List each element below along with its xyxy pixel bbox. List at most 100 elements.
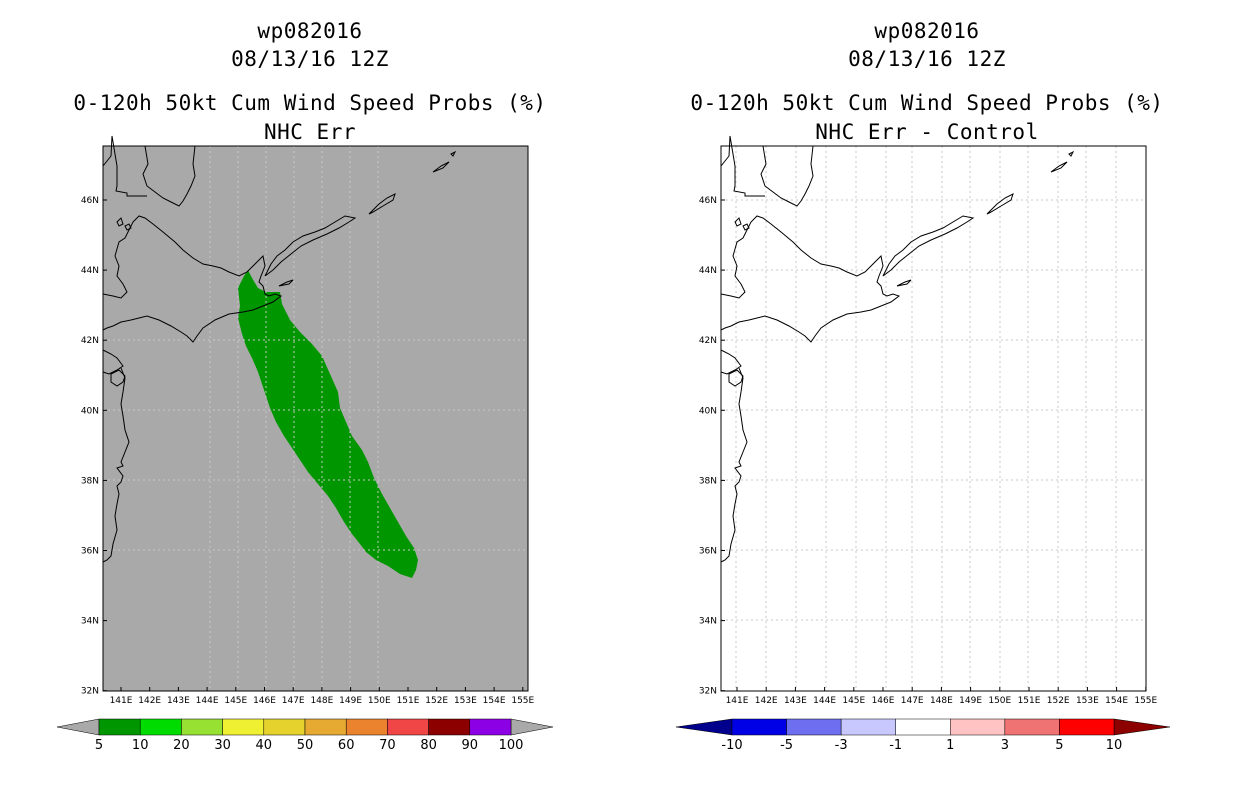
right-lon-label: 146E (872, 696, 895, 706)
left-lat-label: 34N (81, 617, 99, 627)
right-lat-label: 38N (699, 476, 717, 486)
left-lat-label: 46N (81, 196, 99, 206)
left-colorbar-high-end (510, 718, 554, 736)
left-map: 46N 44N 42N 40N 38N 36N 34N 32N 141E 142E 143E 144… (81, 135, 535, 706)
right-colorbar-swatch (1059, 718, 1115, 736)
right-lon-label: 147E (901, 696, 924, 706)
left-lon-label: 141E (110, 696, 133, 706)
right-colorbar-high-end (1113, 718, 1171, 736)
right-lon-label: 142E (755, 696, 778, 706)
left-lon-label: 155E (511, 696, 534, 706)
right-map-frame (720, 145, 1147, 692)
left-lon-label: 142E (138, 696, 161, 706)
right-lat-label: 44N (699, 266, 717, 276)
right-lon-labels: 141E 142E 143E 144E 145E 146E 147E 148E 149E 150E… (726, 687, 1158, 706)
right-lat-label: 40N (699, 406, 717, 416)
right-colorbar-label: 3 (1001, 738, 1009, 753)
right-colorbar-label: -10 (721, 738, 742, 753)
right-colorbar-label: 1 (946, 738, 954, 753)
left-colorbar-swatch (469, 718, 512, 736)
left-lat-label: 36N (81, 547, 99, 557)
left-colorbar-label: 80 (420, 738, 437, 753)
left-colorbar-swatch (345, 718, 388, 736)
right-map: 46N 44N 42N 40N 38N 36N 34N 32N 141E 142E 143E 144… (699, 135, 1158, 706)
left-lon-label: 146E (253, 696, 276, 706)
right-colorbar-label: 5 (1055, 738, 1063, 753)
right-lat-label: 34N (699, 617, 717, 627)
left-lat-label: 38N (81, 476, 99, 486)
right-lat-labels: 46N 44N 42N 40N 38N 36N 34N 32N (699, 196, 725, 697)
left-lon-label: 154E (483, 696, 506, 706)
left-colorbar-label: 100 (499, 738, 524, 753)
right-map-background (721, 146, 1146, 691)
right-title-datetime: 08/13/16 12Z (848, 47, 1006, 71)
right-lon-label: 154E (1105, 696, 1128, 706)
left-colorbar-label: 5 (95, 738, 103, 753)
left-lon-label: 149E (339, 696, 362, 706)
left-lat-label: 40N (81, 406, 99, 416)
left-lat-label: 44N (81, 266, 99, 276)
left-colorbar: 5 10 20 30 40 50 60 70 80 90 100 (56, 718, 554, 753)
left-lon-label: 144E (196, 696, 219, 706)
right-title-storm-id: wp082016 (874, 19, 980, 43)
left-colorbar-swatch (263, 718, 306, 736)
right-lat-label: 42N (699, 336, 717, 346)
right-colorbar-label: -5 (780, 738, 793, 753)
right-title-subtitle: NHC Err - Control (815, 120, 1039, 144)
right-colorbar-swatch (1004, 718, 1060, 736)
right-lon-label: 149E (959, 696, 982, 706)
left-colorbar-swatch (222, 718, 265, 736)
right-colorbar-swatch (950, 718, 1006, 736)
left-colorbar-swatch (387, 718, 429, 736)
left-title-datetime: 08/13/16 12Z (231, 47, 389, 71)
right-colorbar-label: -1 (889, 738, 902, 753)
right-colorbar-label: -3 (835, 738, 848, 753)
left-colorbar-label: 30 (214, 738, 231, 753)
left-lat-labels: 46N 44N 42N 40N 38N 36N 34N 32N (81, 196, 107, 697)
left-colorbar-label: 60 (338, 738, 355, 753)
right-lon-label: 141E (726, 696, 749, 706)
right-colorbar: -10 -5 -3 -1 1 3 5 10 (675, 718, 1171, 753)
right-lat-label: 36N (699, 547, 717, 557)
left-lon-label: 152E (425, 696, 448, 706)
left-lon-label: 148E (310, 696, 333, 706)
right-colorbar-swatch (840, 718, 896, 736)
right-lon-label: 144E (813, 696, 836, 706)
left-colorbar-low-end (56, 718, 100, 736)
left-lat-label: 32N (81, 687, 99, 697)
left-lon-label: 145E (224, 696, 247, 706)
left-colorbar-label: 10 (132, 738, 149, 753)
left-lat-label: 42N (81, 336, 99, 346)
left-title-storm-id: wp082016 (257, 19, 363, 43)
left-gridlines (103, 146, 528, 691)
right-lat-label: 32N (699, 687, 717, 697)
right-colorbar-low-end (675, 718, 733, 736)
right-lon-label: 148E (930, 696, 953, 706)
left-colorbar-swatch (139, 718, 182, 736)
left-colorbar-swatch (181, 718, 223, 736)
right-lon-label: 152E (1047, 696, 1070, 706)
left-map-frame (102, 145, 529, 692)
left-colorbar-swatch (98, 718, 141, 736)
right-lat-label: 46N (699, 196, 717, 206)
left-colorbar-label: 50 (297, 738, 314, 753)
left-title-subtitle: NHC Err (263, 120, 356, 144)
left-colorbar-label: 40 (256, 738, 273, 753)
right-lon-label: 151E (1018, 696, 1041, 706)
left-colorbar-label: 70 (379, 738, 396, 753)
right-colorbar-swatch (895, 718, 951, 736)
left-title-product: 0-120h 50kt Cum Wind Speed Probs (%) (73, 91, 547, 115)
left-lon-labels: 141E 142E 143E 144E 145E 146E 147E 148E 149E 150E… (110, 687, 535, 706)
left-lon-label: 151E (397, 696, 420, 706)
right-colorbar-label: 10 (1106, 738, 1123, 753)
left-colorbar-swatch (304, 718, 347, 736)
right-lon-label: 155E (1134, 696, 1157, 706)
left-colorbar-label: 20 (173, 738, 190, 753)
left-lon-label: 143E (167, 696, 190, 706)
right-colorbar-swatch (731, 718, 787, 736)
left-lon-label: 150E (368, 696, 391, 706)
right-lon-label: 143E (784, 696, 807, 706)
right-lon-label: 153E (1076, 696, 1099, 706)
right-lon-label: 150E (988, 696, 1011, 706)
